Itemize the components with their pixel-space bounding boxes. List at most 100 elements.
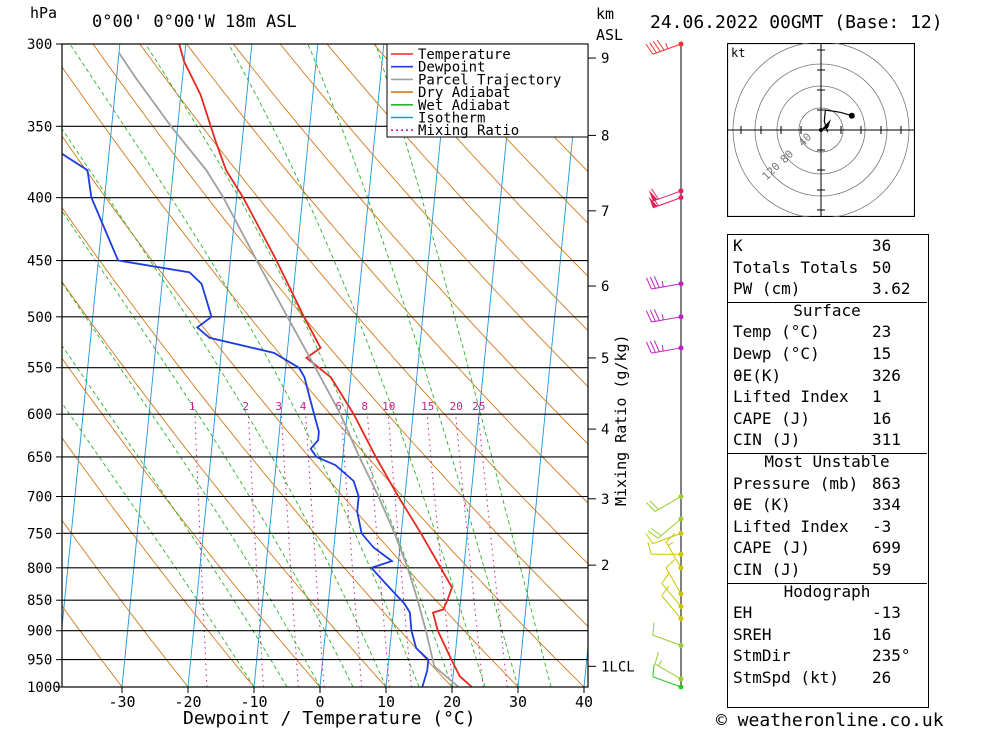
index-value: 23 — [872, 322, 892, 342]
index-label: Lifted Index — [733, 387, 849, 407]
right-axis-title: Mixing Ratio (g/kg) — [612, 334, 630, 506]
wind-barb — [645, 276, 684, 290]
wet-adiabat-lines — [62, 44, 552, 687]
pressure-tick-label: 850 — [27, 593, 52, 609]
section-divider — [727, 301, 927, 303]
wet-adiabat-line — [375, 44, 552, 687]
wind-barb — [645, 39, 684, 55]
pressure-tick-label: 550 — [27, 361, 52, 377]
storm-motion-arrow — [821, 119, 831, 130]
legend-entry: Temperature — [418, 47, 511, 63]
pressure-tick-label: 450 — [27, 254, 52, 270]
wind-barb — [647, 542, 684, 557]
index-value: 36 — [872, 236, 892, 255]
km-tick-label: 7 — [601, 204, 609, 220]
pressure-tick-label: 350 — [27, 119, 52, 135]
isotherm-line — [187, 44, 253, 687]
dry-adiabat-line — [279, 44, 588, 388]
mixing-ratio-lines: 1 2 3 4 6 8 10 15 20 25 — [189, 400, 508, 687]
wind-barb — [647, 516, 684, 539]
km-tick-label: 6 — [601, 279, 609, 295]
km-tick-label: 2 — [601, 558, 609, 574]
mixing-ratio-label: 20 — [450, 400, 463, 413]
mixing-ratio-label: 4 — [300, 400, 307, 413]
index-label: SREH — [733, 624, 772, 644]
index-label: θE(K) — [733, 365, 782, 385]
asl-unit-label: ASL — [596, 26, 624, 44]
legend-entry: Parcel Trajectory — [418, 72, 561, 88]
pressure-tick-label: 800 — [27, 561, 52, 577]
km-tick-label: 4 — [601, 422, 609, 438]
series-dewpoint — [62, 152, 430, 687]
index-label: Lifted Index — [733, 516, 849, 536]
section-title: Most Unstable — [764, 452, 890, 471]
wet-adiabat-line — [69, 44, 420, 687]
hodograph-endpoint — [848, 112, 855, 119]
wind-barb — [652, 622, 684, 648]
wet-adiabat-line — [307, 44, 519, 687]
index-value: 311 — [872, 430, 901, 450]
index-label: Temp (°C) — [733, 322, 820, 342]
index-value: 59 — [872, 560, 892, 579]
temp-tick-label: -20 — [174, 693, 201, 711]
mixing-ratio-label: 3 — [275, 400, 282, 413]
mixing-ratio-label: 6 — [335, 400, 342, 413]
axis-labels: 3003504004505005506006507007508008509009… — [27, 37, 635, 711]
section-title: Surface — [793, 300, 861, 320]
index-label: Totals Totals — [733, 257, 859, 277]
isotherm-line — [319, 44, 385, 687]
temp-tick-label: 10 — [377, 693, 395, 711]
wind-barb — [654, 651, 684, 682]
index-value: 1 — [872, 387, 882, 407]
index-label: CAPE (J) — [733, 538, 811, 558]
mixing-ratio-line — [280, 414, 299, 687]
isotherm-line — [121, 44, 187, 687]
index-value: 16 — [872, 408, 892, 428]
index-value: 699 — [872, 538, 901, 558]
mixing-ratio-label: 10 — [382, 400, 395, 413]
mixing-ratio-label: 8 — [361, 400, 368, 413]
series-parcel-trajectory — [118, 52, 460, 687]
footer-credit: © weatheronline.co.uk — [716, 710, 944, 731]
index-label: Pressure (mb) — [733, 473, 859, 493]
index-value: 334 — [872, 495, 901, 515]
legend-entry: Dry Adiabat — [418, 85, 511, 101]
index-value: 326 — [872, 365, 901, 385]
wind-barb — [645, 340, 684, 354]
pressure-tick-label: 600 — [27, 407, 52, 423]
km-tick-label: 1LCL — [601, 659, 635, 675]
isotherm-line — [62, 44, 121, 632]
section-title: Hodograph — [783, 581, 871, 601]
index-value: 50 — [872, 257, 892, 277]
wind-barb — [645, 530, 684, 545]
section-divider — [727, 453, 927, 454]
run-datetime: 24.06.2022 00GMT (Base: 12) — [650, 12, 943, 33]
wind-barb — [665, 558, 684, 597]
dry-adiabat-line — [326, 44, 588, 332]
mixing-ratio-label: 15 — [421, 400, 434, 413]
indices-panel — [727, 234, 929, 708]
legend-entry: Isotherm — [418, 111, 485, 127]
dry-adiabat-line — [62, 206, 453, 687]
index-label: K — [733, 236, 743, 255]
legend-entry: Wet Adiabat — [418, 98, 511, 114]
legend-entry: Dewpoint — [418, 60, 485, 76]
dry-adiabat-line — [420, 44, 588, 224]
dry-adiabat-line — [62, 281, 387, 687]
legend-entry: Mixing Ratio — [418, 123, 519, 139]
station-location: 0°00' 0°00'W 18m ASL — [92, 12, 297, 32]
km-unit-label: km — [596, 5, 615, 23]
temp-tick-label: 30 — [509, 693, 527, 711]
wet-adiabat-line — [228, 44, 486, 687]
dry-adiabat-line — [233, 44, 588, 445]
pressure-tick-label: 1000 — [27, 680, 61, 696]
wet-adiabat-line — [62, 402, 255, 687]
index-label: CIN (J) — [733, 430, 801, 450]
index-value: 863 — [872, 473, 901, 493]
pressure-tick-label: 650 — [27, 450, 52, 466]
mixing-ratio-label: 25 — [472, 400, 485, 413]
index-value: 3.62 — [872, 279, 911, 299]
index-value: -13 — [872, 603, 901, 623]
km-tick-label: 9 — [601, 51, 609, 67]
